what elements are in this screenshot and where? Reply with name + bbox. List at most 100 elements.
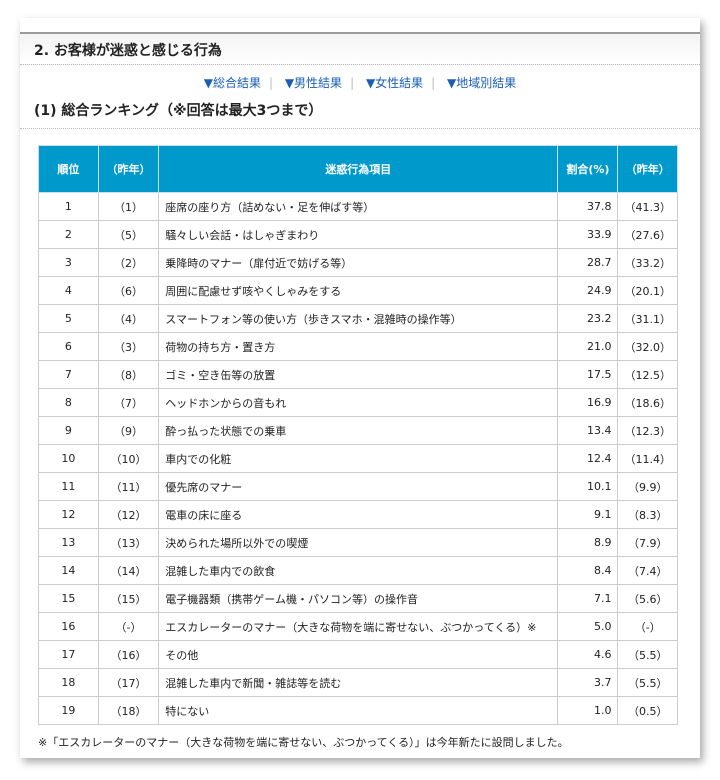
column-header: （昨年） [97,145,160,193]
table-row: 16 （-） エスカレーターのマナー（大きな荷物を端に寄せない、ぶつかってくる）※ 5… [38,612,678,641]
column-header: （昨年） [617,145,678,193]
column-header: 順位 [38,145,99,193]
prev-ratio-cell: （12.3） [617,416,678,445]
prev-rank-cell: （8） [97,360,160,389]
table-row: 4 （6） 周囲に配慮せず咳やくしゃみをする 24.9 （20.1） [38,276,678,305]
prev-ratio-cell: （7.9） [617,528,678,557]
rank-cell: 18 [38,668,99,697]
ratio-cell: 4.6 [557,640,619,669]
prev-ratio-cell: （32.0） [617,332,678,361]
table-row: 1 （1） 座席の座り方（詰めない・足を伸ばす等） 37.8 （41.3） [38,192,678,221]
table-row: 8 （7） ヘッドホンからの音もれ 16.9 （18.6） [38,388,678,417]
ratio-cell: 1.0 [557,696,619,725]
section-title: 2. お客様が迷惑と感じる行為 [34,43,222,59]
item-cell: 特にない [158,696,559,725]
table-row: 14 （14） 混雑した車内での飲食 8.4 （7.4） [38,556,678,585]
prev-rank-cell: （16） [97,640,160,669]
prev-ratio-cell: （5.5） [617,668,678,697]
rank-cell: 6 [38,332,99,361]
prev-ratio-cell: （27.6） [617,220,678,249]
item-cell: 車内での化粧 [158,444,559,473]
prev-ratio-cell: （9.9） [617,472,678,501]
prev-rank-cell: （9） [97,416,160,445]
ratio-cell: 17.5 [557,360,619,389]
divider [20,32,700,34]
prev-rank-cell: （18） [97,696,160,725]
rank-cell: 2 [38,220,99,249]
prev-ratio-cell: （33.2） [617,248,678,277]
link-female[interactable]: ▼女性結果 [365,76,424,90]
prev-ratio-cell: （41.3） [617,192,678,221]
ratio-cell: 24.9 [557,276,619,305]
ratio-cell: 8.9 [557,528,619,557]
table-row: 6 （3） 荷物の持ち方・置き方 21.0 （32.0） [38,332,678,361]
link-region[interactable]: ▼地域別結果 [447,76,517,90]
prev-rank-cell: （5） [97,220,160,249]
rank-cell: 14 [38,556,99,585]
link-male[interactable]: ▼男性結果 [284,76,343,90]
ratio-cell: 3.7 [557,668,619,697]
prev-rank-cell: （15） [97,584,160,613]
rank-cell: 11 [38,472,99,501]
table-row: 9 （9） 酔っ払った状態での乗車 13.4 （12.3） [38,416,678,445]
rank-cell: 16 [38,612,99,641]
ratio-cell: 16.9 [557,388,619,417]
table-row: 10 （10） 車内での化粧 12.4 （11.4） [38,444,678,473]
item-cell: スマートフォン等の使い方（歩きスマホ・混雑時の操作等） [158,304,559,333]
prev-rank-cell: （13） [97,528,160,557]
table-row: 7 （8） ゴミ・空き缶等の放置 17.5 （12.5） [38,360,678,389]
table-row: 13 （13） 決められた場所以外での喫煙 8.9 （7.9） [38,528,678,557]
table-row: 11 （11） 優先席のマナー 10.1 （9.9） [38,472,678,501]
content-card: 2. お客様が迷惑と感じる行為 ▼総合結果 | ▼男性結果 | ▼女性結果 | ▼地域… [20,18,700,758]
divider [20,128,700,129]
prev-ratio-cell: （7.4） [617,556,678,585]
item-cell: 酔っ払った状態での乗車 [158,416,559,445]
ratio-cell: 7.1 [557,584,619,613]
ratio-cell: 8.4 [557,556,619,585]
item-cell: 混雑した車内で新聞・雑誌等を読む [158,668,559,697]
prev-ratio-cell: （8.3） [617,500,678,529]
ratio-cell: 10.1 [557,472,619,501]
prev-rank-cell: （1） [97,192,160,221]
item-cell: 混雑した車内での飲食 [158,556,559,585]
rank-cell: 19 [38,696,99,725]
ratio-cell: 37.8 [557,192,619,221]
rank-cell: 9 [38,416,99,445]
rank-cell: 12 [38,500,99,529]
ratio-cell: 28.7 [557,248,619,277]
ratio-cell: 5.0 [557,612,619,641]
prev-ratio-cell: （31.1） [617,304,678,333]
prev-rank-cell: （-） [97,612,160,641]
prev-ratio-cell: （12.5） [617,360,678,389]
column-header: 割合(%) [557,145,619,193]
table-row: 2 （5） 騒々しい会話・はしゃぎまわり 33.9 （27.6） [38,220,678,249]
ranking-table: 順位 （昨年） 迷惑行為項目 割合(%) （昨年） 1 （1） 座席の座り方（詰めない・足を… [38,145,678,725]
item-cell: 周囲に配慮せず咳やくしゃみをする [158,276,559,305]
footnote: ※「エスカレーターのマナー（大きな荷物を端に寄せない、ぶつかってくる）」は今年新… [38,736,569,749]
prev-ratio-cell: （0.5） [617,696,678,725]
item-cell: 電子機器類（携帯ゲーム機・パソコン等）の操作音 [158,584,559,613]
rank-cell: 15 [38,584,99,613]
item-cell: その他 [158,640,559,669]
prev-rank-cell: （2） [97,248,160,277]
item-cell: 乗降時のマナー（扉付近で妨げる等） [158,248,559,277]
item-cell: 座席の座り方（詰めない・足を伸ばす等） [158,192,559,221]
prev-ratio-cell: （-） [617,612,678,641]
link-overall[interactable]: ▼総合結果 [203,76,261,90]
item-cell: 荷物の持ち方・置き方 [158,332,559,361]
item-cell: ヘッドホンからの音もれ [158,388,559,417]
item-cell: ゴミ・空き缶等の放置 [158,360,559,389]
rank-cell: 5 [38,304,99,333]
prev-ratio-cell: （11.4） [617,444,678,473]
item-cell: 決められた場所以外での喫煙 [158,528,559,557]
subtitle: (1) 総合ランキング（※回答は最大3つまで） [34,103,323,119]
prev-rank-cell: （11） [97,472,160,501]
ratio-cell: 12.4 [557,444,619,473]
table-row: 3 （2） 乗降時のマナー（扉付近で妨げる等） 28.7 （33.2） [38,248,678,277]
ratio-cell: 23.2 [557,304,619,333]
rank-cell: 10 [38,444,99,473]
item-cell: エスカレーターのマナー（大きな荷物を端に寄せない、ぶつかってくる）※ [158,612,559,641]
section-header: 2. お客様が迷惑と感じる行為 [20,34,700,65]
table-row: 19 （18） 特にない 1.0 （0.5） [38,696,678,725]
item-cell: 電車の床に座る [158,500,559,529]
